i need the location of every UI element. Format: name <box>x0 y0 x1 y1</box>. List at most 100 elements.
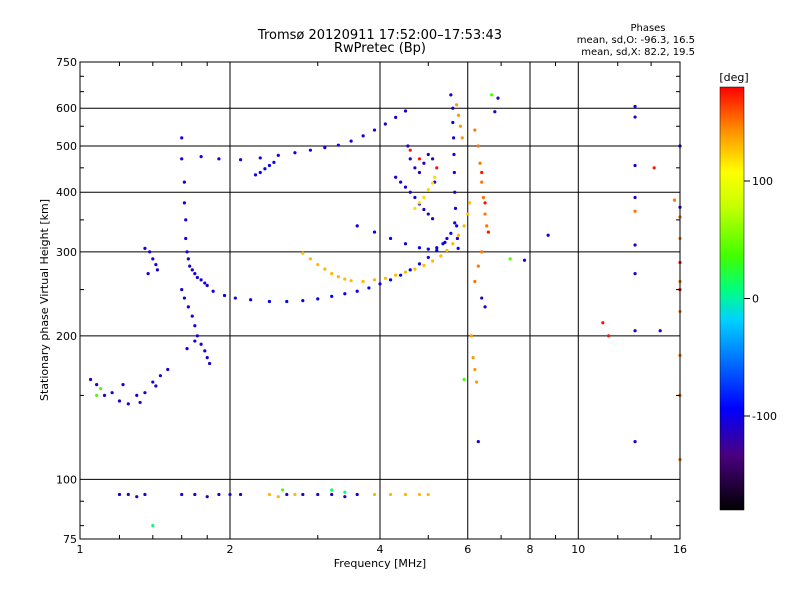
data-point <box>372 230 377 234</box>
data-point <box>426 212 430 216</box>
x-tick-label: 8 <box>527 543 534 556</box>
data-point <box>471 356 475 360</box>
data-point <box>343 277 347 281</box>
y-tick-labels: 75 100 200 300 400 500 600 750 <box>56 56 77 546</box>
data-point <box>217 157 221 161</box>
data-point <box>367 286 371 290</box>
data-point <box>158 374 163 378</box>
data-point <box>403 492 408 497</box>
data-point <box>435 248 439 253</box>
data-point <box>199 278 203 282</box>
data-point <box>453 190 457 194</box>
data-point <box>430 259 435 263</box>
plot-frame <box>79 61 681 540</box>
phases-o-line: mean, sd,O: -96.3, 16.5 <box>577 35 695 46</box>
data-point <box>508 257 512 261</box>
data-point <box>403 109 408 113</box>
data-point <box>408 157 412 161</box>
data-point <box>146 272 150 276</box>
data-point <box>267 299 272 304</box>
data-point <box>330 488 334 492</box>
chart-subtitle: RwPretec (Bp) <box>334 41 426 56</box>
data-point <box>473 128 477 132</box>
data-point <box>426 492 430 497</box>
data-point <box>422 161 426 165</box>
data-point <box>426 247 430 251</box>
data-point <box>453 221 457 225</box>
data-point <box>372 128 377 132</box>
data-point <box>193 272 197 276</box>
data-point <box>151 524 155 528</box>
data-point <box>276 495 280 499</box>
data-point <box>441 242 445 246</box>
data-point <box>388 236 393 241</box>
data-point <box>186 305 190 309</box>
data-point <box>180 492 184 497</box>
data-point <box>88 377 93 382</box>
x-tick-label: 16 <box>673 543 687 556</box>
data-point <box>417 201 422 205</box>
data-point <box>190 268 194 272</box>
data-point <box>138 400 142 405</box>
data-point <box>546 233 550 237</box>
data-point <box>451 106 455 110</box>
data-points <box>88 93 682 528</box>
data-point <box>408 148 412 152</box>
y-tick-label: 750 <box>56 56 77 69</box>
data-point <box>195 334 199 338</box>
x-tick-label: 4 <box>377 543 384 556</box>
data-point <box>199 155 203 159</box>
data-point <box>253 173 258 177</box>
data-point <box>452 152 456 157</box>
chart-title: Tromsø 20120911 17:52:00–17:53:43 <box>257 28 502 43</box>
data-point <box>476 440 480 444</box>
data-point <box>426 255 430 260</box>
data-point <box>343 490 347 494</box>
data-point <box>180 136 184 140</box>
data-point <box>184 218 188 222</box>
data-point <box>185 250 189 254</box>
data-point <box>480 296 484 300</box>
data-point <box>417 157 422 161</box>
data-point <box>188 264 192 268</box>
data-point <box>652 166 656 170</box>
data-point <box>445 236 449 241</box>
colorbar-ticks: 100 0 -100 <box>744 175 777 423</box>
data-point <box>182 180 186 184</box>
data-point <box>343 292 347 296</box>
data-point <box>193 492 197 497</box>
data-point <box>480 170 484 175</box>
data-point <box>417 262 422 266</box>
data-point <box>185 347 189 351</box>
data-point <box>349 279 353 283</box>
data-point <box>522 258 527 262</box>
data-point <box>316 492 320 497</box>
data-point <box>151 380 155 384</box>
data-point <box>263 167 267 171</box>
data-point <box>456 246 460 250</box>
data-point <box>285 492 289 497</box>
data-point <box>413 206 417 210</box>
data-point <box>417 246 422 250</box>
data-point <box>199 342 203 346</box>
data-point <box>633 440 637 444</box>
data-point <box>403 242 408 246</box>
data-point <box>485 224 489 228</box>
data-point <box>394 115 398 120</box>
data-point <box>473 367 477 372</box>
data-point <box>193 339 197 343</box>
data-point <box>469 334 473 338</box>
data-point <box>490 93 494 97</box>
data-point <box>193 324 197 328</box>
data-point <box>323 267 327 271</box>
data-point <box>403 270 408 274</box>
data-point <box>478 161 482 165</box>
data-point <box>378 282 382 286</box>
data-point <box>486 230 490 234</box>
data-point <box>496 96 500 100</box>
data-point <box>430 157 435 161</box>
data-point <box>430 181 435 185</box>
data-point <box>388 278 393 282</box>
data-point <box>316 297 320 301</box>
